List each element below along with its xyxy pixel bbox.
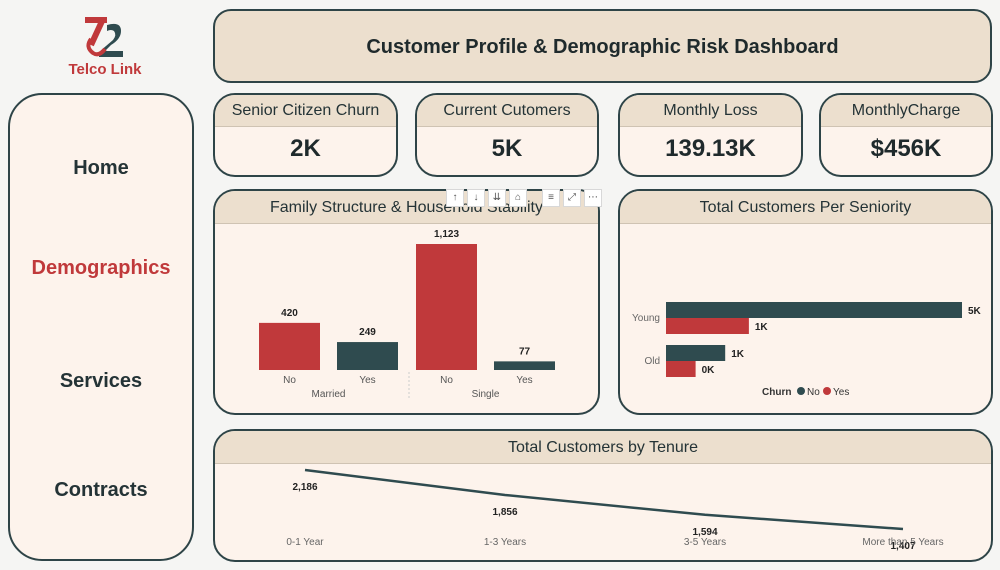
bar xyxy=(666,318,749,334)
group-label: Married xyxy=(312,389,346,400)
kpi-title: Senior Citizen Churn xyxy=(215,95,396,127)
family-structure-plot: 420 No 249 Yes 1,123 No 77 Yes Married Single xyxy=(259,229,555,400)
tick-label: No xyxy=(440,375,453,386)
group-label: Single xyxy=(472,389,500,400)
data-label: 1K xyxy=(731,349,745,360)
bar xyxy=(666,345,726,361)
more-options-icon[interactable]: ⋯ xyxy=(584,189,602,207)
data-label: 1,123 xyxy=(434,229,459,240)
tick-label: Yes xyxy=(516,375,532,386)
data-label: 77 xyxy=(519,346,531,357)
page-title: Customer Profile & Demographic Risk Dash… xyxy=(366,36,839,58)
kpi-title: MonthlyCharge xyxy=(821,95,991,127)
bar xyxy=(666,361,696,377)
data-label: 0K xyxy=(702,365,716,376)
bar xyxy=(416,244,477,370)
kpi-value: 2K xyxy=(290,135,321,162)
kpi-monthly-charge: MonthlyCharge $456K xyxy=(819,93,993,177)
family-structure-chart: Family Structure & Household Stability 4… xyxy=(213,189,600,415)
kpi-monthly-loss: Monthly Loss 139.13K xyxy=(618,93,803,177)
nav-contracts[interactable]: Contracts xyxy=(54,479,148,501)
tick-label: 1-3 Years xyxy=(484,537,526,548)
kpi-value: $456K xyxy=(870,135,942,162)
category-label: Young xyxy=(632,313,660,324)
data-label: 249 xyxy=(359,327,376,338)
data-label: 1,407 xyxy=(890,541,915,552)
drill-icon[interactable]: ⌂ xyxy=(509,189,527,207)
legend-title: Churn xyxy=(762,387,791,398)
seniority-chart: Total Customers Per Seniority Young 5K 1K O… xyxy=(618,189,993,415)
data-label: 2,186 xyxy=(292,482,317,493)
data-label: 420 xyxy=(281,308,298,319)
chart-title: Total Customers Per Seniority xyxy=(620,191,991,224)
nav-home[interactable]: Home xyxy=(73,157,129,179)
seniority-plot: Young 5K 1K Old 1K 0K Churn No Yes xyxy=(632,302,982,398)
double-arrow-down-icon[interactable]: ⇊ xyxy=(488,189,506,207)
tick-label: More than 5 Years xyxy=(862,537,943,548)
kpi-title: Monthly Loss xyxy=(620,95,801,127)
tick-label: 0-1 Year xyxy=(286,537,324,548)
telco-link-logo-icon xyxy=(85,17,123,57)
logo-text: Telco Link xyxy=(68,61,142,78)
filter-icon[interactable]: ≡ xyxy=(542,189,560,207)
category-label: Old xyxy=(644,356,660,367)
bar xyxy=(666,302,962,318)
tick-label: Yes xyxy=(359,375,375,386)
kpi-value: 5K xyxy=(491,135,523,162)
kpi-current-customers: Current Cutomers 5K xyxy=(415,93,599,177)
arrow-down-icon[interactable]: ↓ xyxy=(467,189,485,207)
tenure-chart: Total Customers by Tenure 2,186 0-1 Year 1… xyxy=(213,429,993,562)
legend-label: Yes xyxy=(833,387,849,398)
series-line xyxy=(304,468,904,531)
legend-marker xyxy=(823,387,831,395)
focus-mode-icon[interactable]: ⤢ xyxy=(563,189,581,207)
nav-services[interactable]: Services xyxy=(59,370,143,392)
chart-title: Total Customers by Tenure xyxy=(215,431,991,464)
data-label: 1,856 xyxy=(492,507,517,518)
legend-marker xyxy=(797,387,805,395)
data-label: 5K xyxy=(968,306,982,317)
legend-label: No xyxy=(807,387,820,398)
data-label: 1,594 xyxy=(692,527,717,538)
dashboard-header: Customer Profile & Demographic Risk Dash… xyxy=(213,9,992,83)
logo: Telco Link xyxy=(40,15,170,85)
kpi-title: Current Cutomers xyxy=(417,95,597,127)
tick-label: 3-5 Years xyxy=(684,537,726,548)
bar xyxy=(259,322,320,370)
bar xyxy=(337,342,398,370)
arrow-up-icon[interactable]: ↑ xyxy=(446,189,464,207)
nav-panel: Home Demographics Services Contracts xyxy=(8,93,194,561)
nav-demographics[interactable]: Demographics xyxy=(31,257,171,279)
tick-label: No xyxy=(283,375,296,386)
kpi-senior-citizen-churn: Senior Citizen Churn 2K xyxy=(213,93,398,177)
data-label: 1K xyxy=(755,322,769,333)
bar xyxy=(494,361,555,370)
visual-toolbar: ↑ ↓ ⇊ ⌂ ≡ ⤢ ⋯ xyxy=(446,189,602,209)
kpi-value: 139.13K xyxy=(665,135,756,162)
